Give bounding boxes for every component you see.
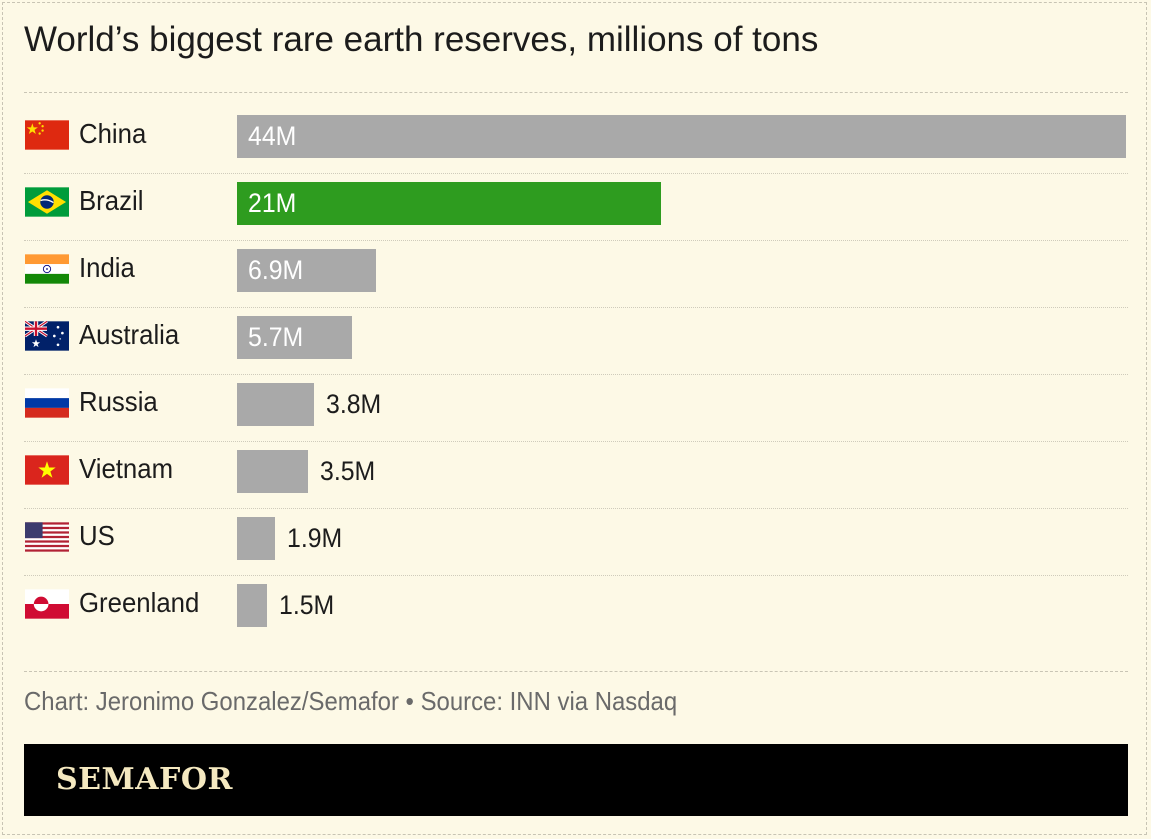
bar-australia <box>237 316 352 359</box>
row-separator <box>24 173 1128 174</box>
row-separator <box>24 508 1128 509</box>
bar-vietnam <box>237 450 308 493</box>
row-separator <box>24 307 1128 308</box>
brand-footer: SEMAFOR <box>24 744 1128 816</box>
bar-us <box>237 517 275 560</box>
bar-row-russia: Russia 3.8M <box>0 374 1151 441</box>
row-separator <box>24 575 1128 576</box>
country-label: Greenland <box>79 587 200 618</box>
vietnam-flag-icon <box>25 454 69 486</box>
country-label: India <box>79 252 135 283</box>
value-label: 6.9M <box>248 255 304 285</box>
value-label: 1.5M <box>279 590 335 620</box>
value-label: 21M <box>248 188 297 218</box>
country-label: US <box>79 520 115 551</box>
india-flag-icon <box>25 253 69 285</box>
bar-row-us: US 1.9M <box>0 508 1151 575</box>
bar-china <box>237 115 1126 158</box>
bar-row-india: India 6.9M <box>0 240 1151 307</box>
bar-row-brazil: Brazil 21M <box>0 173 1151 240</box>
russia-flag-icon <box>25 387 69 419</box>
semafor-logo: SEMAFOR <box>56 762 233 797</box>
country-label: Russia <box>79 386 158 417</box>
value-label: 1.9M <box>287 523 343 553</box>
country-label: Brazil <box>79 185 144 216</box>
bar-india <box>237 249 376 292</box>
bar-greenland <box>237 584 267 627</box>
bar-row-china: China 44M <box>0 106 1151 173</box>
country-label: Australia <box>79 319 180 350</box>
value-label: 5.7M <box>248 322 304 352</box>
bar-brazil <box>237 182 661 225</box>
chart-credit: Chart: Jeronimo Gonzalez/Semafor • Sourc… <box>24 686 678 716</box>
greenland-flag-icon <box>25 588 69 620</box>
bar-row-australia: Australia 5.7M <box>0 307 1151 374</box>
value-label: 44M <box>248 121 297 151</box>
row-separator <box>24 240 1128 241</box>
value-label: 3.8M <box>326 389 382 419</box>
footer-divider <box>24 671 1128 672</box>
bar-row-vietnam: Vietnam 3.5M <box>0 441 1151 508</box>
chart-title: World’s biggest rare earth reserves, mil… <box>24 20 819 59</box>
row-separator <box>24 374 1128 375</box>
brazil-flag-icon <box>25 186 69 218</box>
china-flag-icon <box>25 119 69 151</box>
country-label: China <box>79 118 147 149</box>
bar-russia <box>237 383 314 426</box>
us-flag-icon <box>25 521 69 553</box>
row-separator <box>24 441 1128 442</box>
australia-flag-icon <box>25 320 69 352</box>
header-divider <box>24 92 1128 93</box>
value-label: 3.5M <box>320 456 376 486</box>
bar-row-greenland: Greenland 1.5M <box>0 575 1151 642</box>
country-label: Vietnam <box>79 453 174 484</box>
